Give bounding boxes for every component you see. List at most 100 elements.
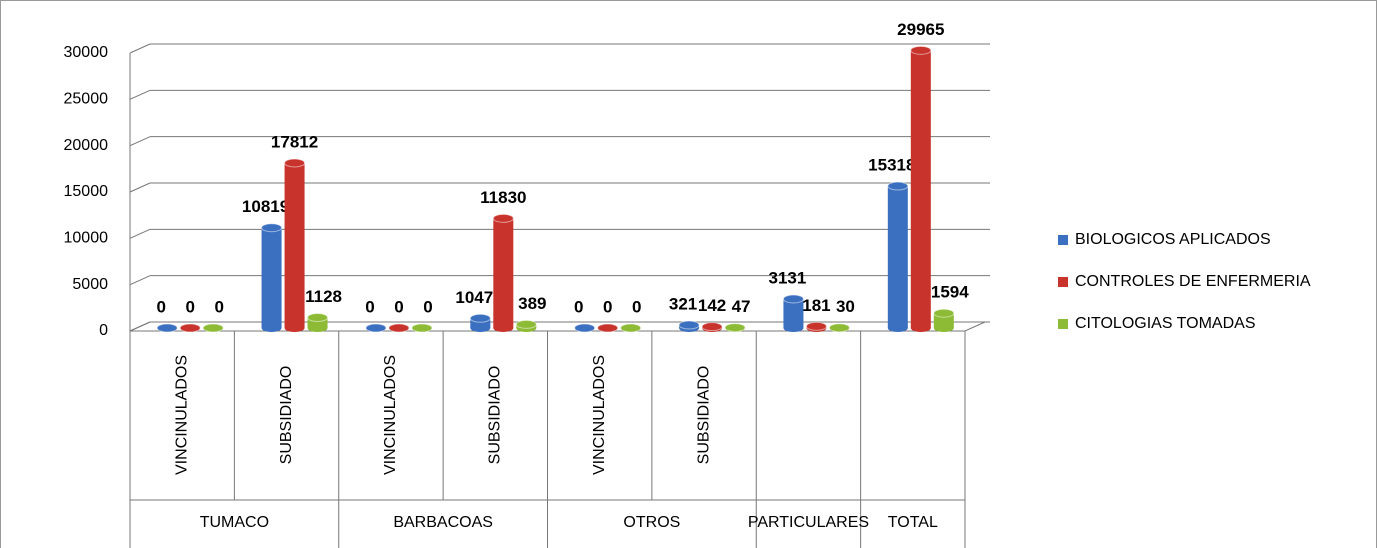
bar bbox=[910, 45, 932, 332]
y-tick-label: 10000 bbox=[64, 230, 109, 247]
bar-part bbox=[701, 322, 723, 332]
data-label: 389 bbox=[518, 294, 546, 313]
x-tick-label: VINCINULADOS bbox=[591, 355, 608, 475]
bar-part bbox=[933, 308, 955, 318]
bar-part bbox=[910, 50, 931, 328]
bar-part bbox=[493, 218, 514, 328]
bar bbox=[179, 323, 201, 333]
group-label: PARTICULARES bbox=[748, 514, 869, 531]
group-label: TOTAL bbox=[888, 514, 938, 531]
bar-part bbox=[828, 323, 850, 333]
data-label: 1047 bbox=[455, 288, 493, 307]
data-label: 181 bbox=[802, 296, 830, 315]
bar-part bbox=[156, 323, 178, 333]
data-label: 10819 bbox=[242, 197, 289, 216]
bar bbox=[261, 223, 283, 332]
data-label: 1594 bbox=[931, 283, 969, 302]
data-label: 0 bbox=[365, 297, 374, 316]
bar-part bbox=[574, 323, 596, 333]
data-label: 0 bbox=[574, 297, 583, 316]
bar bbox=[805, 321, 827, 332]
bar bbox=[388, 323, 410, 333]
bar bbox=[724, 323, 746, 333]
y-tick-label: 30000 bbox=[64, 44, 109, 61]
bar-part bbox=[887, 181, 909, 191]
bar bbox=[307, 313, 329, 332]
data-label: 47 bbox=[732, 297, 751, 316]
bar bbox=[933, 308, 955, 332]
bar bbox=[469, 313, 491, 332]
y-tick-label: 25000 bbox=[64, 91, 109, 108]
data-label: 0 bbox=[423, 297, 432, 316]
bar-part bbox=[805, 321, 827, 331]
bar bbox=[574, 323, 596, 333]
legend-label: CONTROLES DE ENFERMERIA bbox=[1075, 273, 1311, 290]
bar-part bbox=[261, 227, 282, 328]
data-label: 0 bbox=[603, 297, 612, 316]
data-label: 15318 bbox=[868, 156, 915, 175]
bar bbox=[828, 323, 850, 333]
grid-line-side bbox=[129, 43, 151, 54]
data-label: 321 bbox=[669, 295, 697, 314]
legend-swatch bbox=[1058, 277, 1068, 287]
bar-part bbox=[179, 323, 201, 333]
data-label: 3131 bbox=[769, 268, 807, 287]
grid-line-side bbox=[129, 275, 151, 286]
bar-part bbox=[307, 313, 329, 323]
bar-part bbox=[597, 323, 619, 333]
group-label: BARBACOAS bbox=[393, 514, 493, 531]
y-tick-label: 0 bbox=[99, 322, 108, 339]
grid-line-side bbox=[129, 89, 151, 100]
bar-part bbox=[620, 323, 642, 333]
group-label: TUMACO bbox=[200, 514, 269, 531]
bar bbox=[887, 181, 909, 332]
data-label: 0 bbox=[214, 297, 223, 316]
bar bbox=[701, 322, 723, 332]
y-tick-label: 15000 bbox=[64, 183, 109, 200]
bar-part bbox=[261, 223, 283, 233]
bar-part bbox=[492, 213, 514, 223]
data-label: 1128 bbox=[305, 287, 342, 306]
grid-line-side bbox=[129, 182, 151, 193]
bar-part bbox=[284, 162, 305, 328]
x-tick-label: SUBSIDIADO bbox=[278, 366, 295, 465]
bar-part bbox=[284, 158, 306, 168]
bar-part bbox=[469, 313, 491, 323]
legend-label: CITOLOGIAS TOMADAS bbox=[1075, 315, 1256, 332]
data-label: 17812 bbox=[271, 132, 318, 151]
grid-line-side bbox=[129, 228, 151, 239]
data-label: 30 bbox=[836, 297, 855, 316]
legend-swatch bbox=[1058, 319, 1068, 329]
bar-part bbox=[678, 320, 700, 330]
bar-part bbox=[307, 317, 328, 328]
bar-part bbox=[887, 186, 908, 328]
floor bbox=[129, 321, 986, 332]
bar-part bbox=[783, 298, 804, 328]
x-tick-label: VINCINULADOS bbox=[382, 355, 399, 475]
x-tick-label: SUBSIDIADO bbox=[695, 366, 712, 465]
bar-part bbox=[515, 319, 537, 329]
bar bbox=[365, 323, 387, 333]
bar bbox=[678, 320, 700, 332]
bar bbox=[411, 323, 433, 333]
bar bbox=[202, 323, 224, 333]
group-label: OTROS bbox=[623, 514, 680, 531]
bar-part bbox=[365, 323, 387, 333]
grid-line-side bbox=[129, 321, 151, 332]
bar bbox=[782, 294, 804, 332]
bar bbox=[156, 323, 178, 333]
data-label: 0 bbox=[156, 297, 165, 316]
bar bbox=[284, 158, 306, 332]
bar bbox=[620, 323, 642, 333]
y-tick-label: 20000 bbox=[64, 137, 109, 154]
data-label: 0 bbox=[632, 297, 641, 316]
legend-swatch bbox=[1058, 235, 1068, 245]
legend-label: BIOLOGICOS APLICADOS bbox=[1075, 231, 1271, 248]
data-label: 142 bbox=[698, 296, 726, 315]
y-tick-label: 5000 bbox=[72, 276, 108, 293]
data-label: 29965 bbox=[897, 20, 944, 39]
bar bbox=[597, 323, 619, 333]
bar-part bbox=[910, 45, 932, 55]
data-label: 0 bbox=[185, 297, 194, 316]
data-label: 0 bbox=[394, 297, 403, 316]
